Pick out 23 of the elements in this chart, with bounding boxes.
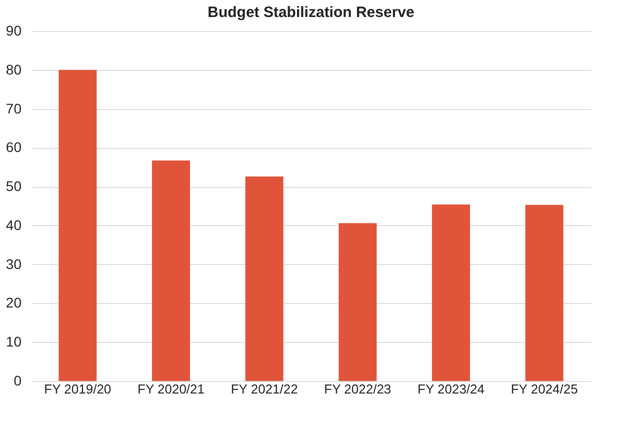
- y-tick-label: 80: [6, 61, 22, 78]
- x-tick-label: FY 2019/20: [44, 382, 112, 396]
- bar: [432, 204, 470, 381]
- y-tick-label: 50: [6, 178, 22, 194]
- y-tick-label: 20: [6, 294, 22, 311]
- bar: [525, 204, 564, 381]
- x-tick-label: FY 2024/25: [510, 382, 578, 396]
- y-tick-label: 60: [6, 139, 22, 156]
- bar: [152, 160, 190, 381]
- y-tick-label: 10: [6, 334, 22, 350]
- x-tick-label: FY 2021/22: [230, 382, 298, 396]
- y-tick-label: 40: [6, 216, 22, 233]
- x-tick-label: FY 2020/21: [138, 382, 204, 396]
- chart-title: Budget Stabilization Reserve: [208, 4, 414, 21]
- bar: [338, 223, 377, 381]
- y-tick-label: 70: [6, 100, 22, 116]
- x-tick-label: FY 2023/24: [418, 382, 484, 396]
- bar: [58, 70, 97, 381]
- x-tick-label: FY 2022/23: [324, 382, 392, 396]
- y-tick-label: 30: [6, 256, 22, 272]
- bar: [245, 176, 284, 381]
- y-tick-label: 90: [6, 22, 22, 38]
- y-tick-label: 0: [14, 372, 22, 388]
